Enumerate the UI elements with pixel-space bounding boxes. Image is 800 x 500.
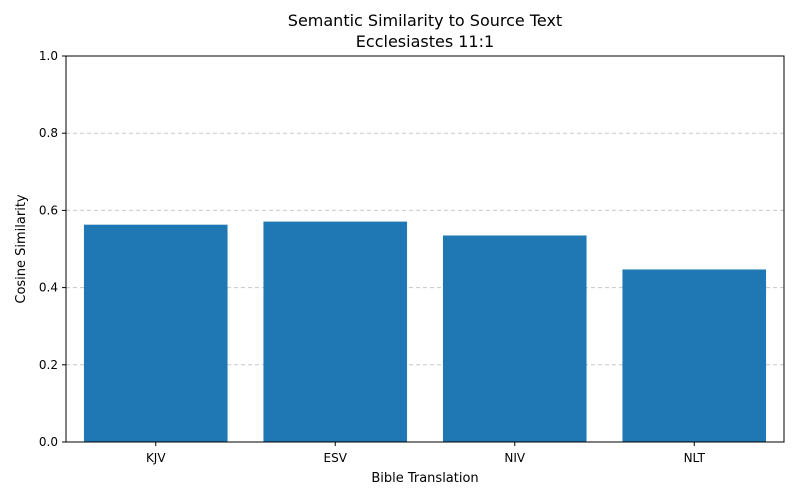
bar-kjv [83,224,228,442]
x-tick-label: KJV [146,451,166,465]
y-tick-label: 0.2 [39,358,58,372]
x-tick-label: NLT [684,451,706,465]
y-tick-label: 0.0 [39,435,58,449]
y-tick-label: 1.0 [39,49,58,63]
x-axis-label: Bible Translation [371,471,478,486]
plot-frame [65,55,785,443]
y-axis-ticks: 0.0 0.2 0.4 0.6 0.8 1.0 [39,49,66,449]
chart-title: Semantic Similarity to Source Text [288,11,562,30]
bars [83,221,767,442]
y-tick-label: 0.6 [39,203,58,217]
bar-esv [263,221,408,442]
bar-niv [442,235,587,442]
x-tick-label: ESV [324,451,348,465]
y-tick-label: 0.4 [39,281,58,295]
bar-nlt [622,269,767,442]
x-axis-ticks: KJV ESV NIV NLT [146,442,706,465]
x-tick-label: NIV [504,451,526,465]
chart-subtitle: Ecclesiastes 11:1 [356,32,494,51]
y-tick-label: 0.8 [39,126,58,140]
y-axis-label: Cosine Similarity [14,194,29,304]
